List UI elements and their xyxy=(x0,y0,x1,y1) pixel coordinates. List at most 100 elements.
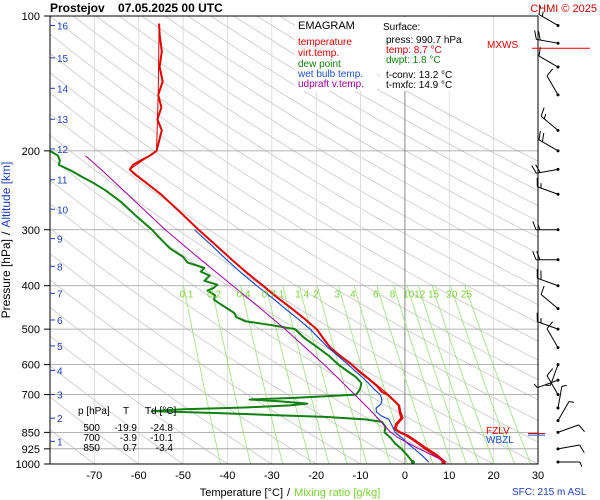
altitude-tick-label: 1 xyxy=(57,437,63,448)
pressure-tick-label: 600 xyxy=(22,360,40,372)
surface-temp-marker xyxy=(441,460,446,464)
pressure-tick-label: 850 xyxy=(22,427,40,439)
mixing-ratio-label: 8 xyxy=(390,290,396,301)
mixing-ratio-label: 25 xyxy=(461,290,473,301)
mixing-ratio-label: 0.4 xyxy=(237,290,251,301)
mixing-ratio-label: 0.2 xyxy=(207,290,221,301)
surface-title: Surface: xyxy=(383,22,420,33)
wind-barb xyxy=(533,378,560,389)
mixing-ratio-label: 4 xyxy=(350,290,356,301)
table-cell: -10.1 xyxy=(150,433,173,444)
dry-adiabat-line xyxy=(50,16,538,324)
mixing-ratio-line xyxy=(338,285,391,464)
legend-updraft: udpraft v.temp. xyxy=(298,79,364,90)
dry-adiabat-line xyxy=(72,16,538,306)
chart-title: Prostejov 07.05.2025 00 UTC xyxy=(50,1,223,15)
table-cell: 700 xyxy=(83,433,100,444)
mixing-ratio-label: 15 xyxy=(428,290,440,301)
table-cell: 0.7 xyxy=(123,443,137,454)
altitude-tick-label: 7 xyxy=(57,289,63,300)
dry-adiabat-line xyxy=(141,16,538,254)
table-header-td: Td [°C] xyxy=(145,406,176,417)
temp-tick-label: -30 xyxy=(264,470,280,482)
legend-temperature: temperature xyxy=(298,37,352,48)
mixing-ratio-label: 1 xyxy=(279,290,285,301)
wind-barb xyxy=(538,130,560,153)
wind-barb xyxy=(556,424,585,434)
legend-title: EMAGRAM xyxy=(298,20,355,32)
mixing-ratio-line xyxy=(240,285,284,464)
wind-barb xyxy=(546,321,560,350)
legend: EMAGRAM temperature virt.temp. dew point… xyxy=(295,17,377,91)
surface-temp: temp: 8.7 °C xyxy=(386,45,442,56)
mixing-ratio-label: 12 xyxy=(414,290,426,301)
dry-adiabat-line xyxy=(95,16,538,288)
altitude-tick-label: 5 xyxy=(57,342,63,353)
pressure-tick-label: 200 xyxy=(22,146,40,158)
altitude-tick-label: 8 xyxy=(57,262,63,273)
temp-tick-label: -20 xyxy=(308,470,324,482)
temp-tick-label: -50 xyxy=(175,470,191,482)
table-cell: -3.4 xyxy=(156,443,174,454)
table-header-p: p [hPa] xyxy=(78,406,110,417)
sfc-note: SFC: 215 m ASL xyxy=(512,487,587,498)
wind-barb xyxy=(556,460,583,467)
mixing-ratio-label: 1.4 xyxy=(295,290,309,301)
dry-adiabat-line xyxy=(187,16,538,222)
dry-adiabat-line xyxy=(50,33,538,342)
wind-barb xyxy=(545,363,560,386)
altitude-tick-label: 13 xyxy=(57,115,69,126)
wind-barb xyxy=(546,368,560,397)
wind-barb xyxy=(536,312,560,331)
legend-dew-point: dew point xyxy=(298,59,341,70)
surface-press: press: 990.7 hPa xyxy=(386,35,462,46)
surface-tmxfc: t-mxfc: 14.9 °C xyxy=(386,80,452,91)
series-line-2 xyxy=(50,150,414,463)
pressure-tick-label: 1000 xyxy=(16,459,40,471)
temp-tick-label: 30 xyxy=(532,470,544,482)
altitude-tick-label: 4 xyxy=(57,366,63,377)
series-line-1 xyxy=(129,23,447,463)
mixing-ratio-labels: 0.1 0.2 0.4 0.7 1 1.4 2 3 4 6 8 10 12 15 20 25 xyxy=(180,290,473,301)
plot-frame xyxy=(49,15,539,465)
pressure-tick-label: 925 xyxy=(22,444,40,456)
altitude-tick-label: 11 xyxy=(57,176,68,187)
temp-tick-label: 10 xyxy=(443,470,455,482)
mixing-ratio-line xyxy=(431,285,495,464)
temp-tick-label: -10 xyxy=(353,470,369,482)
dry-adiabat-line xyxy=(164,16,538,238)
mixing-ratio-line xyxy=(406,285,467,464)
altitude-tick-label: 3 xyxy=(57,391,63,402)
mixing-ratio-line xyxy=(417,285,480,464)
altitude-tick-label: 10 xyxy=(57,205,69,216)
pressure-tick-label: 400 xyxy=(22,281,40,293)
surface-dwpt-marker xyxy=(410,460,415,464)
sounding-datetime: 07.05.2025 00 UTC xyxy=(118,1,223,15)
dry-adiabat-line xyxy=(118,16,538,271)
mixing-ratio-line xyxy=(464,285,532,464)
wind-barb xyxy=(532,251,560,262)
y-axis-label: Pressure [hPa]/Altitude [km] xyxy=(0,162,13,319)
wind-barb xyxy=(531,164,560,174)
table-cell: -24.8 xyxy=(150,423,173,434)
mixing-ratio-line xyxy=(449,285,515,464)
surface-dwpt: dwpt: 1.8 °C xyxy=(386,55,441,66)
table-cell: -3.9 xyxy=(120,433,138,444)
wind-barb xyxy=(538,5,560,27)
altitude-tick-label: 2 xyxy=(57,414,63,425)
mixing-ratio-label: 3 xyxy=(334,290,340,301)
altitude-tick-label: 16 xyxy=(57,21,69,32)
wbzl-label: WBZL xyxy=(486,435,514,446)
dry-adiabat-line xyxy=(210,16,538,207)
temp-tick-label: 0 xyxy=(402,470,408,482)
legend-virt-temp: virt.temp. xyxy=(298,48,339,59)
mixing-ratio-label: 20 xyxy=(446,290,458,301)
pressure-tick-label: 700 xyxy=(22,390,40,402)
wind-barb xyxy=(556,384,567,410)
station-name: Prostejov xyxy=(50,1,105,15)
surface-info: Surface: press: 990.7 hPa temp: 8.7 °C d… xyxy=(380,17,466,91)
table-header-t: T xyxy=(123,406,129,417)
